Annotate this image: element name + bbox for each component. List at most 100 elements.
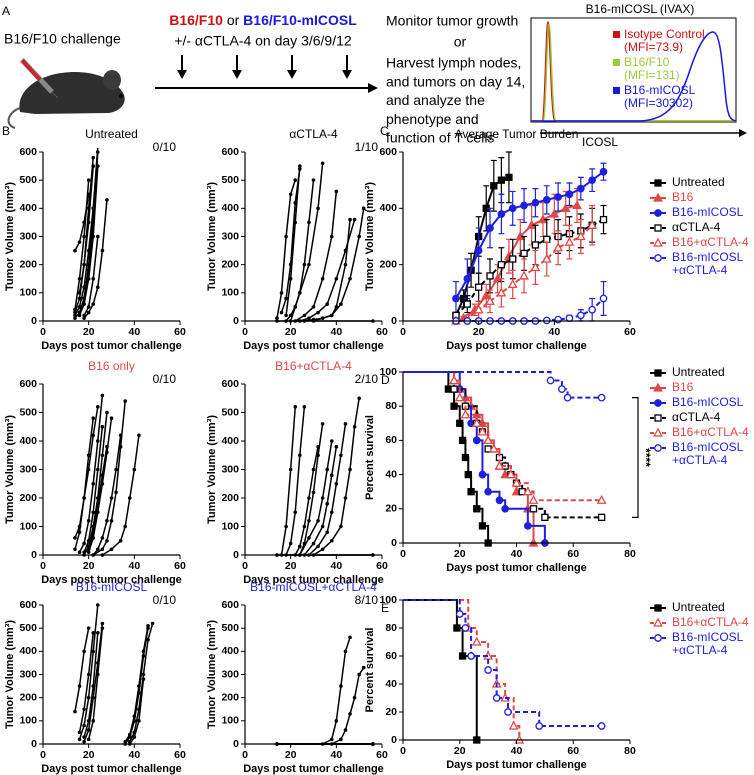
marker: [100, 536, 105, 540]
x-tick-label: 0: [40, 560, 46, 572]
marker: [82, 316, 86, 320]
marker: [553, 242, 564, 252]
x-tick-label: 0: [40, 326, 46, 338]
marker: [654, 179, 662, 187]
marker: [596, 494, 607, 504]
legend-label: B16+αCTLA-4: [672, 425, 749, 439]
y-tick-label: 600: [379, 146, 397, 158]
marker: [311, 305, 316, 309]
y-tick-label: 100: [19, 287, 37, 299]
marker: [298, 164, 302, 168]
marker: [275, 316, 279, 320]
plot-area: [275, 635, 375, 746]
marker: [100, 481, 105, 486]
readout-1: Monitor tumor growth: [386, 13, 518, 29]
series-line: [294, 191, 338, 322]
legend-label: B16: [672, 380, 694, 394]
x-tick-label: 40: [548, 326, 560, 338]
marker: [320, 496, 325, 500]
marker: [150, 621, 155, 626]
x-axis-label: Days post tumor challenge: [243, 340, 384, 352]
marker: [325, 530, 330, 534]
y-axis-label: Tumor Volume (mm³): [4, 415, 16, 524]
marker: [284, 524, 288, 529]
marker: [475, 283, 483, 291]
series-line: [74, 406, 99, 539]
y-tick-label: 0: [31, 549, 37, 561]
marker: [320, 161, 325, 166]
x-tick-label: 40: [128, 749, 140, 761]
marker: [91, 302, 96, 306]
marker: [73, 316, 77, 320]
x-tick-label: 40: [128, 560, 140, 572]
marker: [653, 382, 663, 392]
marker: [77, 313, 82, 318]
series-line: [78, 157, 94, 293]
marker: [91, 481, 96, 486]
marker: [127, 496, 132, 500]
legend-label: Untreated: [672, 600, 725, 614]
marker: [597, 393, 606, 402]
inset-xlabel: ICOSL: [582, 135, 618, 149]
marker: [77, 730, 82, 735]
plot-area: [451, 151, 608, 325]
marker: [302, 313, 307, 318]
marker: [458, 436, 467, 445]
icosl-histogram: [530, 17, 747, 137]
y-tick-label: 500: [221, 406, 239, 418]
marker: [293, 220, 298, 225]
marker: [114, 467, 118, 472]
legend-label: αCTLA-4: [672, 220, 721, 234]
marker: [100, 547, 105, 552]
y-tick-label: 600: [19, 146, 37, 158]
marker: [100, 393, 105, 398]
marker: [96, 672, 100, 677]
series-line: [285, 166, 301, 316]
x-tick-label: 60: [567, 745, 579, 757]
y-tick-label: 0: [391, 315, 397, 327]
marker: [597, 513, 606, 521]
y-tick-label: 300: [19, 230, 37, 242]
readout-line: Harvest lymph nodes,: [386, 55, 521, 71]
x-tick-label: 20: [454, 745, 466, 757]
x-tick-label: 20: [473, 326, 485, 338]
marker: [361, 665, 366, 670]
y-tick-label: 600: [221, 146, 239, 158]
marker: [654, 634, 662, 642]
chart: 0 100 200 300 400 500 600 0 20 40 60 B16-mICOSL Tumo…: [4, 580, 186, 775]
marker: [329, 234, 334, 239]
marker: [86, 626, 91, 630]
marker: [91, 416, 96, 421]
marker: [288, 192, 293, 197]
x-tick-label: 40: [511, 548, 523, 560]
series-line: [285, 406, 306, 556]
y-tick-label: 40: [385, 468, 397, 480]
tumor-b: B16/F10-mICOSL: [243, 12, 357, 28]
marker: [467, 488, 475, 496]
marker: [488, 443, 499, 453]
y-tick-label: 0: [31, 315, 37, 327]
marker: [541, 253, 552, 263]
marker: [114, 490, 118, 495]
marker: [343, 649, 348, 654]
marker: [82, 496, 86, 500]
marker: [316, 310, 320, 315]
groups-label: B16/F10 or B16/F10-mICOSL: [169, 12, 357, 28]
marker: [348, 712, 352, 716]
marker: [597, 722, 606, 730]
y-tick-label: 200: [221, 258, 239, 270]
y-tick-label: 60: [385, 434, 397, 446]
marker: [531, 241, 540, 249]
y-tick-label: 100: [19, 715, 37, 727]
y-tick-label: 200: [379, 258, 397, 270]
plot-area: [275, 161, 375, 323]
marker: [86, 737, 91, 742]
y-tick-label: 600: [221, 599, 239, 611]
y-tick-label: 40: [385, 678, 397, 690]
legend-label: B16+αCTLA-4: [672, 615, 749, 629]
marker: [141, 677, 146, 681]
marker: [654, 604, 662, 612]
marker: [339, 302, 343, 306]
marker: [494, 460, 505, 470]
marker: [453, 624, 461, 632]
